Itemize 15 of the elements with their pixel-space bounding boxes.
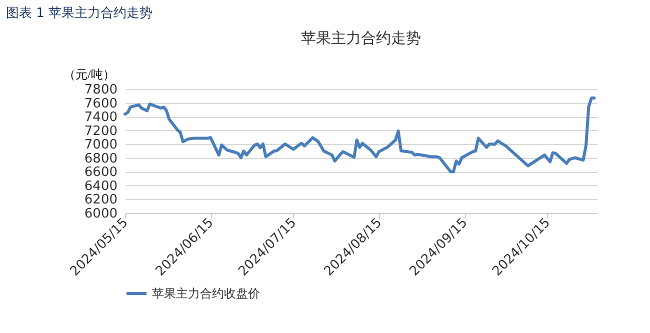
- chart-title: 苹果主力合约走势: [301, 30, 421, 47]
- y-tick-label: 6200: [84, 192, 118, 208]
- y-tick-label: 7600: [84, 96, 118, 112]
- y-tick-label: 6800: [84, 151, 118, 166]
- y-tick-label: 7000: [84, 138, 118, 153]
- y-tick-label: 7800: [84, 82, 118, 98]
- text: 图表 1 苹果主力合约走势: [6, 5, 153, 22]
- line-series: [124, 96, 596, 174]
- y-axis-title: （元/吨）: [64, 68, 115, 82]
- legend-label: 苹果主力合约收盘价: [152, 286, 260, 300]
- y-tick-label: 6400: [84, 178, 118, 194]
- y-tick-label: 6600: [84, 165, 118, 180]
- y-tick-label: 7400: [84, 110, 118, 126]
- y-tick-label: 7200: [84, 124, 118, 139]
- y-tick-label: 6000: [84, 206, 118, 222]
